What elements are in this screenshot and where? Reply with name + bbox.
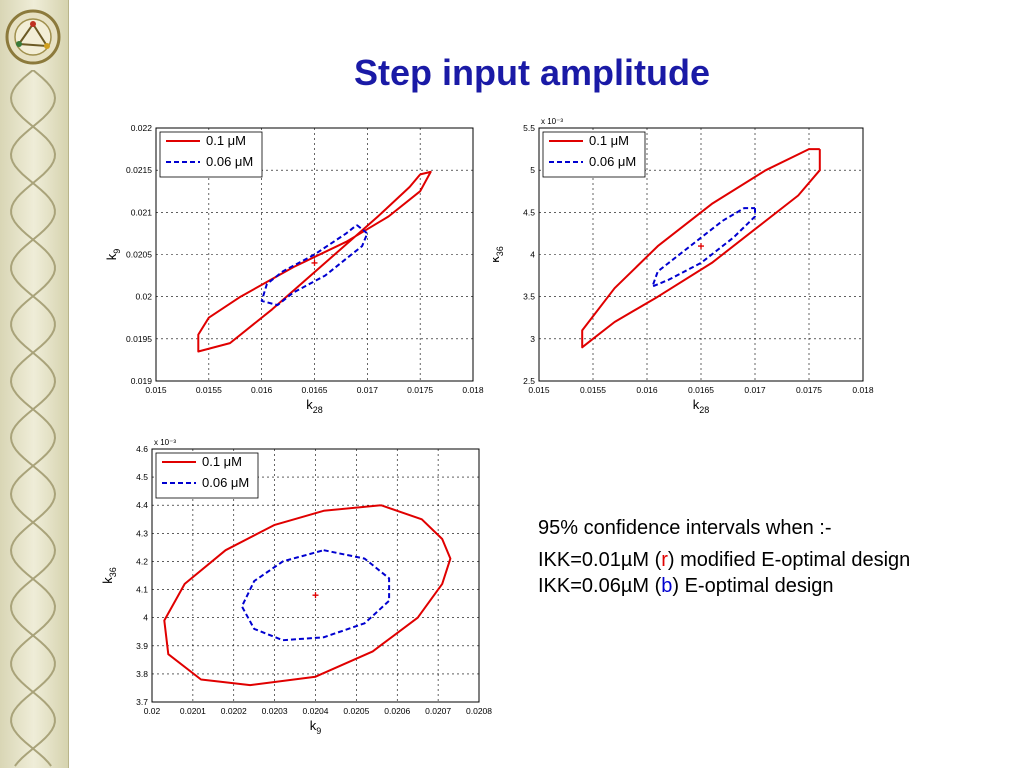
caption: 95% confidence intervals when :- IKK=0.0… [538,515,958,599]
systems-biology-logo-icon [5,9,61,65]
chart-k9-vs-k28: 0.015 0.0155 0.016 0.0165 0.017 0.0175 0.018 0.… [104,123,484,415]
y-tick-label: 0.022 [131,123,153,133]
x-tick-label: 0.0165 [302,385,328,395]
y-tick-label: 4.2 [136,556,148,566]
legend-box [159,131,263,178]
legend-label: 0.06 μM [202,475,249,490]
x-tick-label: 0.0175 [796,385,822,395]
x-tick-label: 0.016 [636,385,658,395]
x-tick-label: 0.017 [744,385,766,395]
legend-label: 0.1 μM [206,133,246,148]
legend: 0.1 μM 0.06 μM [542,131,646,178]
x-tick-label: 0.0155 [196,385,222,395]
x-axis-label-sub: 28 [699,405,709,415]
caption-line-blue: IKK=0.06µM (b) E-optimal design [538,573,958,599]
chart-k36-vs-k9: 0.02 0.0201 0.0202 0.0203 0.0204 0.0205 0.0206… [100,438,492,736]
y-tick-label: 3.5 [523,292,535,302]
y-tick-label: 4 [143,613,148,623]
caption-line1-suffix: ) modified E-optimal design [667,549,911,571]
y-tick-label: 3 [530,334,535,344]
center-point-marker [698,243,704,250]
x-tick-label: 0.0207 [425,706,451,716]
y-tick-label: 4 [530,250,535,260]
x-tick-label: 0.0205 [343,706,369,716]
y-tick-label: 5.5 [523,123,535,133]
legend: 0.1 μM 0.06 μM [159,131,263,178]
x-axis-label-sub: 9 [316,726,321,736]
x-axis-label: k28 [306,397,323,415]
y-tick-label: 4.3 [136,528,148,538]
x-tick-label: 0.0204 [303,706,329,716]
x-tick-label: 0.0203 [262,706,288,716]
y-axis-label: k36 [100,567,118,584]
caption-line2-letter: b [661,575,673,597]
y-tick-label: 3.8 [136,669,148,679]
y-tick-label: 0.0195 [126,334,152,344]
caption-heading: 95% confidence intervals when :- [538,517,832,539]
legend-label: 0.1 μM [202,454,242,469]
legend-label: 0.06 μM [589,154,636,169]
x-tick-label: 0.015 [528,385,550,395]
y-tick-label: 3.7 [136,697,148,707]
y-tick-label: 0.02 [135,292,152,302]
y-tick-label: 0.0215 [126,165,152,175]
sidebar-decoration [0,0,69,768]
y-tick-label: 5 [530,165,535,175]
x-tick-label: 0.0175 [407,385,433,395]
x-tick-label: 0.0202 [221,706,247,716]
x-tick-label: 0.016 [251,385,273,395]
y-tick-label: 4.4 [136,500,148,510]
y-tick-label: 0.021 [131,207,153,217]
x-tick-label: 0.018 [852,385,874,395]
series-0-curve [197,170,432,353]
legend: 0.1 μM 0.06 μM [155,452,259,499]
legend-label: 0.06 μM [206,154,253,169]
x-tick-label: 0.017 [357,385,379,395]
y-tick-label: 4.5 [136,472,148,482]
caption-line2-prefix: IKK=0.06µM ( [538,575,662,597]
x-axis-label-sub: 28 [313,405,323,415]
y-axis-label-sub: 36 [495,246,505,256]
y-tick-label: 0.0205 [126,250,152,260]
series-0-curve [581,148,821,349]
y-axis-label: k9 [104,249,122,261]
slide-title: Step input amplitude [354,52,710,93]
y-tick-label: 4.6 [136,444,148,454]
x-tick-label: 0.018 [462,385,484,395]
y-axis-label-sub: 36 [108,567,118,577]
x-tick-label: 0.015 [145,385,167,395]
x-tick-label: 0.0208 [466,706,492,716]
series-0-curve [163,504,452,687]
x-axis-label: k28 [693,397,710,415]
caption-line2-suffix: ) E-optimal design [672,575,834,597]
chart-k36-vs-k28: 0.015 0.0155 0.016 0.0165 0.017 0.0175 0.018 2.… [493,117,874,415]
series-1-curve [651,207,756,288]
y-tick-label: 0.019 [131,376,153,386]
x-tick-label: 0.0155 [580,385,606,395]
legend-box [542,131,646,178]
x-tick-label: 0.0201 [180,706,206,716]
series-1-curve [240,549,391,642]
center-point-marker [312,592,319,599]
x-tick-label: 0.0165 [688,385,714,395]
y-axis-label: k36 [493,246,505,263]
y-exponent-label: x 10⁻³ [541,117,563,126]
x-tick-label: 0.0206 [384,706,410,716]
y-tick-label: 2.5 [523,376,535,386]
y-tick-label: 4.1 [136,585,148,595]
legend-label: 0.1 μM [589,133,629,148]
series-1-curve [260,224,369,307]
legend-box [155,452,259,499]
y-tick-label: 3.9 [136,641,148,651]
caption-line1-letter: r [661,549,668,571]
caption-line-red: IKK=0.01µM (r) modified E-optimal design [538,547,958,573]
dna-helix-decoration [9,70,57,767]
y-exponent-label: x 10⁻³ [154,438,176,447]
y-axis-label-sub: 9 [112,249,122,254]
caption-line1-prefix: IKK=0.01µM ( [538,549,662,571]
x-tick-label: 0.02 [144,706,161,716]
center-point-marker [311,259,318,266]
x-axis-label: k9 [310,718,322,736]
y-tick-label: 4.5 [523,207,535,217]
